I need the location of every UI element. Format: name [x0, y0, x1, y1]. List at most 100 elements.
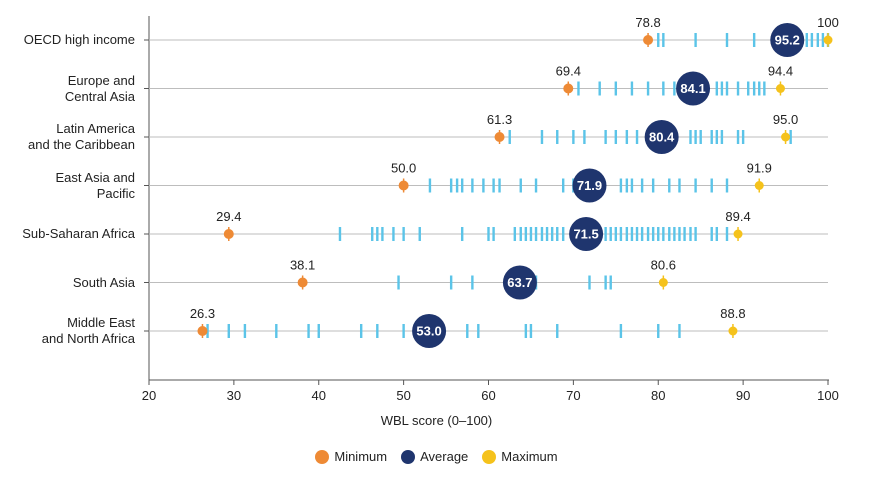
economy-tick [635, 227, 639, 241]
economy-tick [763, 81, 766, 96]
economy-tick [556, 324, 559, 338]
x-axis-title: WBL score (0–100) [380, 413, 493, 428]
max-value-label: 80.6 [651, 258, 676, 273]
economy-tick [678, 178, 681, 193]
economy-tick [715, 81, 719, 96]
min-value-label: 61.3 [487, 112, 512, 127]
economy-tick [715, 130, 719, 144]
avg-value-label: 95.2 [775, 33, 800, 48]
legend-label-maximum: Maximum [501, 449, 558, 464]
economy-tick [810, 33, 814, 47]
economy-tick [725, 33, 729, 47]
economy-tick [243, 324, 247, 338]
economy-tick [694, 227, 697, 241]
legend-marker-average [401, 449, 416, 464]
economy-tick [640, 178, 644, 193]
x-tick-label: 20 [142, 388, 156, 403]
economy-tick [725, 178, 729, 193]
economy-tick [725, 227, 729, 241]
economy-tick [625, 130, 629, 144]
economy-tick [529, 324, 533, 338]
economy-tick [689, 227, 692, 241]
economy-tick [805, 33, 808, 47]
economy-tick [561, 227, 565, 241]
economy-tick [449, 275, 453, 290]
economy-tick [689, 130, 692, 144]
economy-tick [519, 227, 522, 241]
economy-tick [710, 130, 713, 144]
economy-tick [604, 227, 607, 241]
max-marker [823, 35, 833, 45]
economy-tick [789, 130, 792, 144]
avg-value-label: 80.4 [649, 130, 675, 145]
legend-marker-minimum [315, 449, 330, 464]
economy-tick [673, 227, 676, 241]
region-label: Europe and Central Asia [65, 73, 135, 105]
region-label-line: and North Africa [41, 331, 135, 346]
legend-item-minimum: Minimum [315, 449, 387, 464]
economy-tick [227, 324, 230, 338]
economy-tick [821, 33, 825, 47]
max-marker [781, 132, 791, 142]
economy-tick [460, 178, 464, 193]
economy-tick [482, 178, 485, 193]
economy-tick [577, 81, 580, 96]
avg-marker [412, 314, 447, 348]
economy-tick [534, 178, 538, 193]
avg-value-label: 71.5 [573, 227, 598, 242]
region-label-line: Central Asia [64, 88, 135, 104]
min-marker [197, 326, 208, 336]
economy-tick [402, 227, 405, 241]
economy-tick [662, 81, 665, 96]
economy-tick [524, 324, 528, 338]
avg-marker [569, 217, 604, 251]
economy-tick [540, 227, 544, 241]
economy-tick [614, 130, 618, 144]
economy-tick [657, 33, 660, 47]
legend-item-average: Average [401, 449, 468, 464]
economy-tick [492, 227, 495, 241]
region-label: East Asia and Pacific [56, 170, 136, 202]
economy-tick [545, 227, 549, 241]
economy-tick [683, 227, 686, 241]
max-marker [754, 181, 764, 190]
region-label: Sub-Saharan Africa [22, 226, 135, 242]
legend-label-average: Average [420, 449, 469, 464]
economy-tick [630, 227, 634, 241]
economy-tick [471, 275, 474, 290]
economy-tick [540, 130, 544, 144]
legend-item-maximum: Maximum [482, 449, 558, 464]
economy-tick [619, 324, 623, 338]
avg-value-label: 71.9 [577, 178, 602, 193]
economy-tick [710, 178, 713, 193]
x-tick-label: 40 [312, 388, 326, 403]
economy-tick [477, 324, 480, 338]
max-marker [733, 229, 743, 239]
max-value-label: 88.8 [720, 306, 745, 321]
economy-tick [471, 178, 474, 193]
economy-tick [609, 275, 612, 290]
avg-marker [572, 168, 607, 203]
economy-tick [572, 130, 575, 144]
legend-label-minimum: Minimum [334, 449, 388, 464]
economy-tick [556, 130, 559, 144]
economy-tick [619, 227, 623, 241]
economy-tick [720, 130, 724, 144]
min-value-label: 69.4 [556, 64, 581, 79]
x-tick-label: 70 [566, 388, 580, 403]
economy-tick [694, 130, 697, 144]
avg-marker [644, 120, 679, 154]
economy-tick [752, 33, 756, 47]
region-label: Middle East and North Africa [42, 315, 135, 347]
max-value-label: 91.9 [747, 161, 772, 176]
min-marker [643, 35, 654, 45]
economy-tick [720, 81, 724, 96]
region-label-line: South Asia [72, 274, 135, 290]
economy-tick [694, 33, 697, 47]
x-tick-label: 60 [481, 388, 495, 403]
economy-tick [625, 227, 629, 241]
region-label-line: Latin America [56, 121, 135, 136]
max-value-label: 100 [817, 15, 839, 30]
region-label-line: Middle East [67, 315, 135, 330]
